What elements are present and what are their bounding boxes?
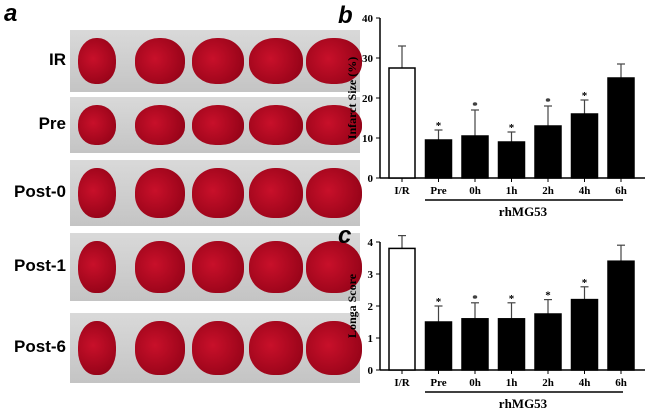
brain-slice (192, 241, 244, 293)
bar (534, 125, 562, 179)
x-tick-label: Pre (430, 185, 446, 197)
bar (570, 298, 599, 371)
brain-slice (249, 38, 303, 84)
significance-star: * (472, 293, 478, 305)
group-label: rhMG53 (499, 204, 548, 219)
brain-slice (249, 241, 303, 293)
significance-star: * (545, 96, 551, 108)
y-tick-label: 3 (368, 269, 374, 281)
bar (607, 77, 635, 179)
y-tick-label: 2 (368, 301, 374, 313)
brain-slice-photo (70, 313, 362, 383)
brain-slice (249, 105, 303, 145)
x-tick-label: 2h (542, 185, 554, 197)
bar (497, 141, 526, 179)
panel-b-label: b (338, 2, 353, 29)
significance-star: * (436, 120, 442, 132)
y-tick-label: 10 (362, 133, 374, 145)
x-tick-label: 4h (579, 377, 591, 389)
brain-slice (192, 321, 244, 375)
significance-star: * (582, 90, 588, 102)
brain-slice (135, 241, 185, 293)
y-tick-label: 0 (368, 365, 374, 377)
brain-slice (135, 321, 185, 375)
bar (570, 113, 599, 179)
bar (497, 318, 526, 371)
x-tick-label: Pre (430, 377, 446, 389)
significance-star: * (509, 122, 515, 134)
brain-slice-photo (70, 160, 362, 226)
panel-a-label: a (4, 0, 18, 27)
brain-slice (78, 321, 116, 375)
y-tick-label: 1 (368, 333, 374, 345)
brain-slice (306, 241, 362, 293)
brain-slice-photo (70, 30, 362, 92)
row-label: IR (49, 50, 66, 69)
brain-slice (78, 105, 116, 145)
brain-slice (249, 321, 303, 375)
brain-slice (249, 168, 303, 218)
x-tick-label: I/R (394, 185, 410, 197)
x-tick-label: 0h (469, 377, 481, 389)
bar (424, 139, 453, 179)
bar (424, 321, 453, 371)
x-tick-label: 2h (542, 377, 554, 389)
significance-star: * (436, 296, 442, 308)
brain-slice (135, 38, 185, 84)
significance-star: * (582, 277, 588, 289)
bar (461, 135, 489, 179)
bar (388, 247, 416, 371)
brain-slice (78, 241, 116, 293)
bar (388, 67, 416, 179)
brain-slice (135, 168, 185, 218)
x-tick-label: 0h (469, 185, 481, 197)
x-tick-label: 1h (506, 377, 518, 389)
group-label: rhMG53 (499, 396, 548, 411)
brain-slice-photo (70, 97, 362, 153)
brain-slice (306, 38, 362, 84)
y-tick-label: 0 (368, 173, 374, 185)
y-axis-label: Infarct Size (%) (345, 57, 359, 139)
bar (534, 313, 562, 371)
brain-slice (306, 105, 362, 145)
row-label: Post-1 (14, 256, 66, 275)
row-label: Post-6 (14, 337, 66, 356)
brain-slice (78, 38, 116, 84)
significance-star: * (545, 290, 551, 302)
x-tick-label: 6h (615, 377, 627, 389)
y-axis-label: Longa Score (345, 273, 359, 338)
brain-slice (192, 105, 244, 145)
y-tick-label: 40 (362, 13, 374, 25)
significance-star: * (472, 100, 478, 112)
y-tick-label: 4 (368, 237, 374, 249)
x-tick-label: I/R (394, 377, 410, 389)
x-tick-label: 1h (506, 185, 518, 197)
x-tick-label: 6h (615, 185, 627, 197)
row-label: Post-0 (14, 182, 66, 201)
bar (607, 260, 635, 371)
panel-c-label: c (338, 222, 352, 249)
row-label: Pre (38, 114, 66, 133)
brain-slice (192, 168, 244, 218)
brain-slice (78, 168, 116, 218)
brain-slice-photo (70, 233, 362, 301)
y-tick-label: 20 (362, 93, 374, 105)
x-tick-label: 4h (579, 185, 591, 197)
brain-slice (192, 38, 244, 84)
bar (461, 318, 489, 371)
brain-slice (135, 105, 185, 145)
significance-star: * (509, 293, 515, 305)
y-tick-label: 30 (362, 53, 374, 65)
brain-slice (306, 321, 362, 375)
brain-slice (306, 168, 362, 218)
